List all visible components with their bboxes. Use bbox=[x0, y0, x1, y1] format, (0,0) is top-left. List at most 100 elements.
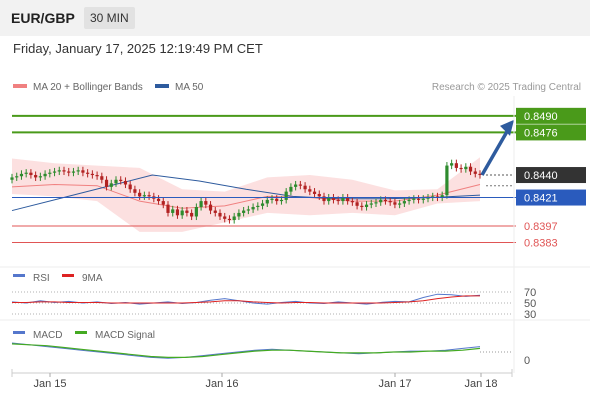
candle-body bbox=[322, 196, 326, 202]
rsi-ma-legend-label: 9MA bbox=[82, 273, 103, 284]
pivot-price-label: 0.8421 bbox=[524, 193, 558, 205]
candle-body bbox=[15, 176, 19, 178]
candle-body bbox=[133, 189, 137, 193]
current-price-label: 0.8440 bbox=[524, 170, 558, 182]
candle-body bbox=[100, 176, 104, 180]
candle-body bbox=[10, 177, 14, 180]
candle-body bbox=[34, 175, 38, 178]
candle-body bbox=[71, 171, 76, 173]
candle-body bbox=[393, 202, 397, 205]
candle-body bbox=[208, 204, 213, 211]
candle-body bbox=[161, 201, 165, 205]
candle-body bbox=[464, 166, 468, 170]
candle-body bbox=[156, 198, 161, 202]
candle-body bbox=[421, 198, 425, 200]
legend-label: MA 50 bbox=[175, 82, 204, 93]
candle-body bbox=[256, 205, 260, 208]
forecast-arrow-shaft bbox=[480, 128, 510, 176]
candle-body bbox=[336, 199, 340, 202]
target-price-label: 0.8476 bbox=[524, 127, 558, 139]
candle-body bbox=[128, 184, 132, 190]
candle-body bbox=[294, 184, 298, 187]
candle-body bbox=[317, 193, 321, 197]
candle-body bbox=[119, 179, 123, 181]
candle-body bbox=[86, 172, 90, 174]
candle-body bbox=[459, 167, 463, 170]
candle-body bbox=[445, 165, 449, 196]
candle-body bbox=[346, 197, 350, 202]
symbol-label: EUR/GBP bbox=[11, 10, 75, 26]
rsi-legend-swatch bbox=[13, 274, 25, 277]
candle-body bbox=[331, 197, 336, 200]
candle-body bbox=[379, 199, 383, 203]
candle-body bbox=[270, 198, 274, 200]
source-label: Research © 2025 Trading Central bbox=[432, 82, 581, 93]
candle-body bbox=[62, 170, 66, 172]
candle-body bbox=[123, 180, 128, 185]
candle-body bbox=[213, 210, 217, 213]
candle-body bbox=[303, 185, 307, 190]
support-price-label: 0.8383 bbox=[524, 238, 558, 250]
candle-body bbox=[52, 171, 57, 173]
candle-body bbox=[431, 196, 435, 198]
candle-body bbox=[166, 204, 170, 213]
candle-body bbox=[43, 173, 47, 177]
candle-body bbox=[242, 210, 246, 213]
candle-body bbox=[95, 175, 99, 177]
forecast-arrow-head bbox=[500, 119, 514, 136]
candle-body bbox=[388, 201, 392, 203]
candle-body bbox=[308, 189, 312, 192]
target-price-label: 0.8490 bbox=[524, 111, 558, 123]
candle-body bbox=[114, 179, 118, 184]
candle-body bbox=[180, 210, 184, 216]
candle-body bbox=[190, 212, 194, 217]
candle-body bbox=[138, 192, 142, 197]
candle-body bbox=[369, 203, 373, 205]
x-axis-tick-label: Jan 16 bbox=[205, 378, 238, 390]
macd-line bbox=[11, 342, 481, 359]
candle-body bbox=[218, 212, 222, 217]
candle-body bbox=[284, 191, 288, 200]
candle-body bbox=[450, 163, 454, 166]
timeframe-badge[interactable]: 30 MIN bbox=[84, 7, 135, 29]
macd-legend-label: MACD bbox=[33, 330, 62, 341]
candle-body bbox=[473, 171, 477, 174]
candle-body bbox=[29, 172, 33, 176]
candle-body bbox=[478, 173, 482, 176]
x-axis-tick-label: Jan 18 bbox=[464, 378, 497, 390]
current-price-box bbox=[516, 167, 586, 184]
candle-body bbox=[298, 184, 302, 186]
candle-body bbox=[260, 203, 265, 206]
ma20-line bbox=[11, 184, 481, 209]
candle-body bbox=[90, 173, 94, 176]
candle-body bbox=[402, 201, 406, 204]
candle-body bbox=[364, 204, 369, 208]
candle-body bbox=[435, 196, 440, 198]
candle-body bbox=[223, 216, 227, 219]
candle-body bbox=[275, 198, 279, 202]
candle-body bbox=[81, 170, 85, 173]
target-price-box bbox=[516, 107, 586, 124]
candle-body bbox=[194, 207, 198, 217]
target-price-box bbox=[516, 124, 586, 141]
candle-body bbox=[57, 170, 61, 172]
legend-swatch bbox=[13, 84, 27, 88]
candle-body bbox=[416, 198, 421, 200]
legend-swatch bbox=[155, 84, 169, 88]
macd-signal-legend-swatch bbox=[75, 331, 87, 334]
candle-body bbox=[440, 195, 444, 198]
candle-body bbox=[171, 209, 175, 213]
rsi-level-label: 70 bbox=[524, 287, 536, 299]
ma50-line bbox=[11, 174, 481, 212]
candle-body bbox=[289, 186, 293, 192]
rsi-ma-line bbox=[12, 295, 480, 304]
candle-body bbox=[412, 198, 416, 200]
candle-body bbox=[19, 173, 24, 177]
bollinger-band bbox=[12, 157, 480, 232]
rsi-level-label: 50 bbox=[524, 298, 536, 310]
pivot-price-box bbox=[516, 189, 586, 206]
candle-body bbox=[38, 176, 42, 178]
rsi-ma-legend-swatch bbox=[62, 274, 74, 277]
